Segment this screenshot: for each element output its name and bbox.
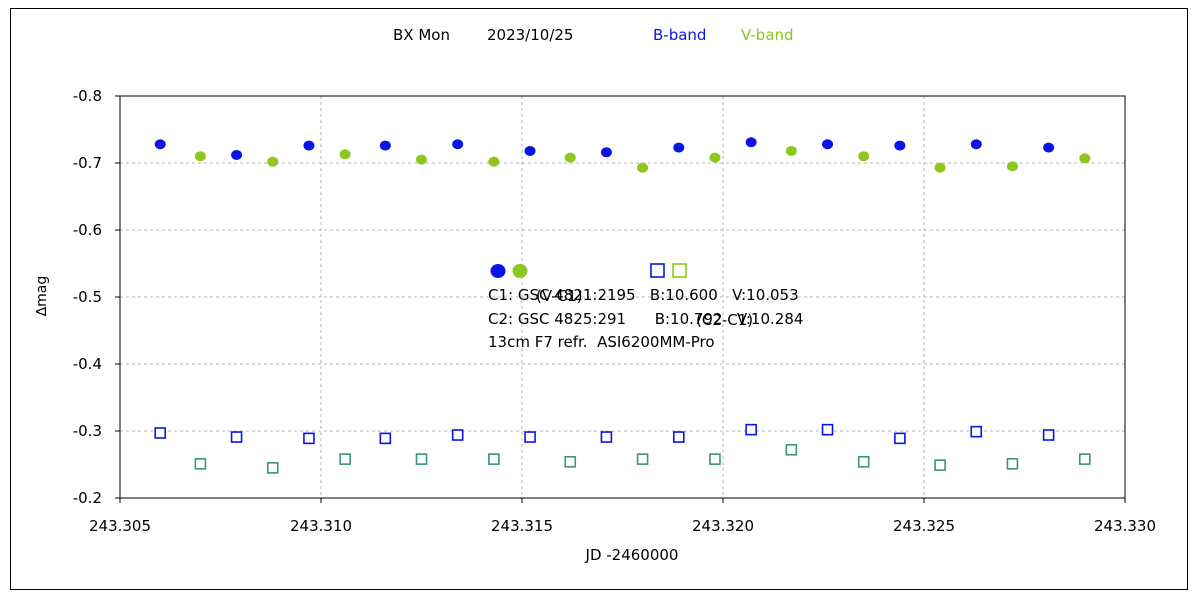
data-point: [637, 162, 649, 173]
data-point: [709, 152, 721, 163]
title-v-band: V-band: [741, 26, 794, 44]
grid: [120, 96, 1125, 498]
data-point: [194, 151, 206, 162]
data-point: [230, 431, 243, 443]
data-point: [672, 431, 685, 443]
data-point: [267, 156, 279, 167]
x-tick-label: 243.325: [893, 517, 955, 535]
data-point: [303, 140, 315, 151]
legend-icon-v-square: [672, 263, 687, 278]
legend-icons: [490, 263, 687, 278]
data-point: [524, 431, 536, 443]
y-tick-label: -0.5: [73, 288, 102, 306]
data-point: [154, 139, 166, 150]
data-point: [452, 139, 464, 150]
x-tick-label: 243.315: [491, 517, 553, 535]
data-point: [488, 156, 500, 167]
data-point: [673, 142, 685, 153]
data-point: [564, 456, 577, 468]
legend-icon-b-circle: [490, 264, 506, 278]
y-tick-label: -0.7: [73, 154, 102, 172]
x-tick-label: 243.320: [692, 517, 754, 535]
data-point: [858, 151, 870, 162]
data-point: [600, 147, 612, 158]
data-point: [303, 432, 315, 445]
data-point: [1079, 153, 1091, 164]
data-point: [1043, 142, 1055, 153]
x-tick-label: 243.305: [89, 517, 151, 535]
legend-label-vc1: (V-C1): [536, 287, 583, 305]
data-point: [266, 462, 279, 474]
annotation-c1: C1: GSC 4821:2195 B:10.600 V:10.053: [488, 286, 799, 304]
data-point: [636, 453, 649, 465]
y-tick-label: -0.3: [73, 422, 102, 440]
data-point: [600, 431, 613, 443]
legend-icon-b-square: [650, 263, 665, 278]
title-date: 2023/10/25: [487, 26, 574, 44]
chart-title: BX Mon 2023/10/25 B-band V-band: [0, 26, 1200, 48]
x-tick-label: 243.310: [290, 517, 352, 535]
data-point: [451, 429, 464, 441]
data-point: [564, 152, 576, 163]
y-tick-label: -0.8: [73, 87, 102, 105]
data-point: [785, 443, 798, 456]
data-point: [970, 425, 983, 438]
data-point: [745, 137, 757, 148]
annotation-instrument: 13cm F7 refr. ASI6200MM-Pro: [488, 333, 715, 351]
x-axis-label: JD -2460000: [585, 546, 679, 564]
y-tick-label: -0.4: [73, 355, 102, 373]
data-point: [339, 453, 351, 465]
y-axis-label: ∆mag: [34, 276, 50, 317]
data-point: [1079, 453, 1091, 465]
data-point: [1042, 429, 1055, 441]
data-point: [970, 139, 982, 150]
data-point: [821, 423, 834, 436]
legend-icon-v-circle: [512, 264, 528, 278]
annotation-c2: C2: GSC 4825:291 B:10.792 V:10.284: [488, 310, 804, 328]
axis-ticks: 243.305 243.310 243.315 243.320 243.325 243.3…: [73, 87, 1156, 535]
legend: (V-C1) (C2-C1): [488, 260, 753, 329]
data-point: [416, 154, 427, 165]
data-point: [857, 456, 870, 468]
data-point: [194, 458, 207, 470]
data-point: [894, 432, 906, 445]
data-point: [524, 145, 536, 156]
data-point: [231, 149, 243, 160]
data-marks: [154, 137, 1091, 474]
data-point: [415, 453, 428, 465]
x-tick-label: 243.330: [1094, 517, 1156, 535]
data-point: [379, 432, 392, 445]
data-point: [934, 162, 946, 173]
data-point: [822, 139, 834, 150]
data-point: [709, 453, 721, 465]
legend-label-c2c1: (C2-C1): [696, 311, 754, 329]
title-b-band: B-band: [653, 26, 707, 44]
data-point: [745, 423, 757, 436]
chart-frame: [10, 8, 1188, 590]
data-point: [934, 459, 946, 471]
data-point: [1006, 458, 1019, 470]
title-object: BX Mon: [393, 26, 450, 44]
data-point: [154, 427, 166, 439]
data-point: [1006, 161, 1018, 172]
data-point: [785, 145, 797, 156]
data-point: [894, 140, 906, 151]
y-tick-label: -0.6: [73, 221, 102, 239]
data-point: [339, 149, 351, 160]
y-tick-label: -0.2: [73, 489, 102, 507]
data-point: [488, 453, 500, 465]
data-point: [379, 140, 391, 151]
